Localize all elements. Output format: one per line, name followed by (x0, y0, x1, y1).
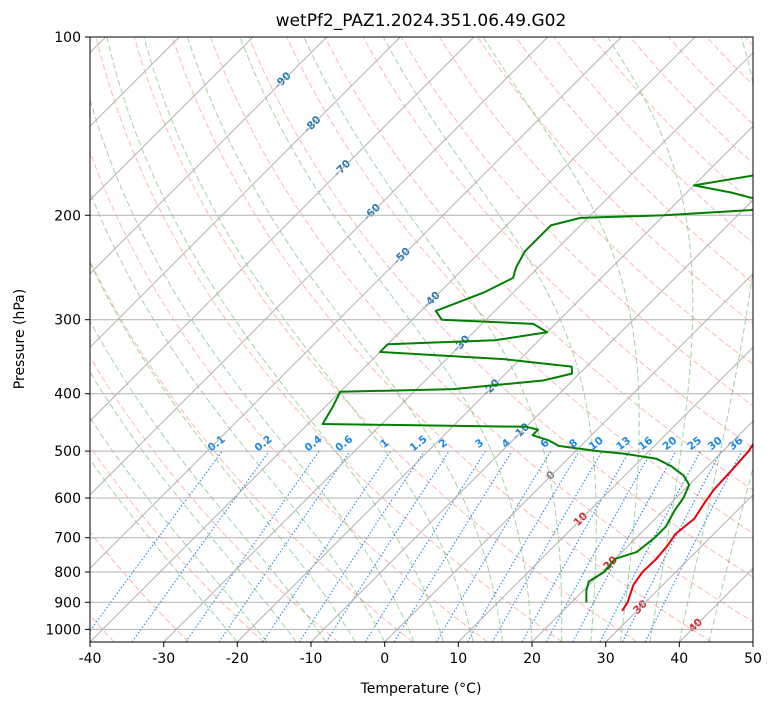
isotherm-line (90, 37, 622, 570)
dry-adiabat (90, 531, 190, 642)
isotherm-line (236, 125, 753, 642)
dry-adiabat (90, 259, 414, 642)
moist-adiabat (187, 37, 503, 642)
y-tick-label: 900 (54, 595, 81, 611)
x-tick-label: 0 (380, 651, 389, 667)
temperature-profile-line (621, 442, 753, 612)
dry-adiabat (210, 37, 753, 623)
dry-adiabat (477, 37, 753, 325)
moist-adiabat (90, 416, 268, 642)
moist-adiabat (143, 37, 474, 642)
dry-adiabat (90, 355, 339, 642)
dry-adiabat (515, 37, 753, 284)
moist-adiabat (90, 261, 356, 642)
y-tick-label: 700 (54, 531, 81, 547)
moist-adiabat (303, 37, 563, 642)
mixing-ratio-line (325, 450, 450, 642)
dry-adiabat (90, 150, 488, 642)
x-tick-label: 40 (670, 651, 688, 667)
dewpoint-profile-line (321, 174, 753, 603)
moist-adiabat (90, 458, 238, 642)
y-tick-label: 500 (54, 444, 81, 460)
y-axis-ticks: 100 200 300 400 500 600 700 800 900 1000 (45, 30, 90, 638)
dry-adiabat (324, 37, 753, 491)
moist-adiabat (106, 37, 445, 642)
moist-adiabat (678, 37, 753, 642)
mixing-ratio-line (599, 450, 701, 642)
isotherm-line (90, 37, 549, 496)
dry-adiabat (286, 37, 753, 534)
moist-adiabat (482, 37, 640, 642)
mixing-ratio-line (298, 450, 425, 642)
mixing-ratio-line (131, 450, 270, 642)
plot-frame (89, 36, 754, 643)
dry-adiabat (591, 37, 753, 204)
x-tick-label: 10 (449, 651, 467, 667)
mixing-ratio-line (218, 450, 351, 642)
y-tick-label: 400 (54, 387, 81, 403)
mixing-ratio-line (185, 450, 320, 642)
chart-title: wetPf2_PAZ1.2024.351.06.49.G02 (276, 11, 567, 31)
isotherm-line (457, 346, 753, 642)
dry-adiabat (553, 37, 753, 244)
moist-adiabat (239, 37, 533, 642)
dry-adiabat (133, 37, 638, 642)
moist-adiabat (382, 37, 597, 642)
isotherm-line (310, 199, 753, 642)
x-axis-label: Temperature (°C) (360, 681, 482, 697)
mixing-ratio-line (644, 450, 743, 642)
background-lines (90, 37, 753, 642)
y-tick-label: 300 (54, 313, 81, 329)
isotherm-line (90, 37, 254, 201)
dry-adiabat (400, 37, 753, 407)
moist-adiabat (90, 190, 386, 642)
x-tick-label: 20 (523, 651, 541, 667)
x-tick-label: -30 (152, 651, 175, 667)
moist-adiabat (90, 370, 297, 642)
dry-adiabat (438, 37, 753, 365)
y-tick-label: 100 (54, 30, 81, 46)
y-axis-label: Pressure (hPa) (12, 289, 28, 389)
x-tick-label: 30 (597, 651, 615, 667)
mixing-ratio-line (393, 450, 513, 642)
y-tick-label: 200 (54, 208, 81, 224)
y-tick-label: 800 (54, 565, 81, 581)
isotherm-line (163, 51, 753, 642)
isotherm-line (90, 37, 328, 275)
mixing-ratio-line (90, 450, 223, 632)
isotherm-line (384, 272, 753, 642)
mixing-ratio-line (521, 450, 630, 642)
grid (90, 37, 753, 642)
x-tick-label: -10 (300, 651, 323, 667)
isotherm-line (90, 37, 696, 642)
isotherm-line (90, 37, 475, 422)
mixing-ratio-line (491, 450, 603, 642)
y-tick-label: 1000 (45, 622, 81, 638)
moist-adiabat (607, 37, 694, 642)
mixing-ratio-line (364, 450, 486, 642)
dry-adiabat (248, 37, 753, 578)
isotherm-line (605, 493, 753, 642)
y-tick-label: 600 (54, 491, 81, 507)
isotherm-line (531, 420, 753, 642)
x-tick-label: 50 (744, 651, 762, 667)
mixing-ratio-line (572, 450, 677, 642)
dry-adiabat (95, 37, 563, 642)
isotherm-line (90, 37, 401, 349)
dry-adiabat (629, 37, 753, 165)
series-layer (321, 174, 753, 612)
x-tick-label: -20 (226, 651, 249, 667)
x-axis-ticks: -40 -30 -20 -10 0 10 20 30 40 50 (79, 642, 762, 667)
x-tick-label: -40 (79, 651, 102, 667)
